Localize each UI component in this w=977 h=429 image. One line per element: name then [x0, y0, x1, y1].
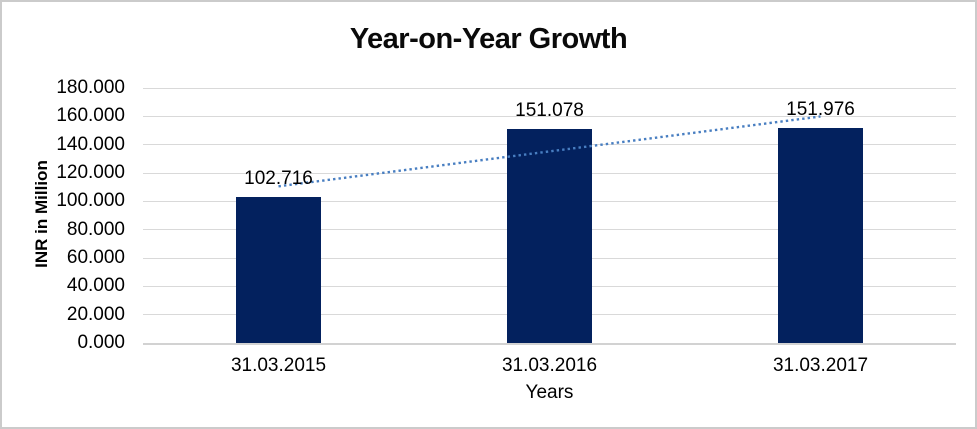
x-tick-label: 31.03.2015: [230, 355, 327, 376]
y-tick-label: 0.000: [77, 332, 125, 353]
x-axis-line: [143, 343, 956, 345]
y-tick-label: 40.000: [66, 275, 125, 297]
data-label: 151.976: [786, 98, 855, 120]
data-label: 151.078: [515, 99, 584, 121]
y-tick-label: 140.000: [56, 133, 125, 155]
bar-31.03.2015: [236, 197, 321, 343]
y-tick-label: 100.000: [56, 190, 125, 212]
x-tick-label: 31.03.2016: [501, 355, 598, 376]
data-label: 102.716: [244, 168, 313, 190]
y-tick-label: 180.000: [56, 77, 125, 98]
y-tick-label: 60.000: [66, 247, 125, 268]
y-tick-label: 120.000: [56, 162, 125, 183]
x-axis-title: Years: [525, 382, 574, 403]
bar-31.03.2017: [778, 127, 863, 343]
y-tick-label: 160.000: [56, 105, 125, 127]
chart-title: Year-on-Year Growth: [349, 23, 628, 55]
y-tick-label: 80.000: [66, 218, 125, 240]
bar-31.03.2016: [507, 128, 592, 343]
x-tick-label: 31.03.2017: [772, 355, 869, 376]
y-tick-label: 20.000: [66, 303, 125, 325]
gridline: [143, 87, 956, 89]
